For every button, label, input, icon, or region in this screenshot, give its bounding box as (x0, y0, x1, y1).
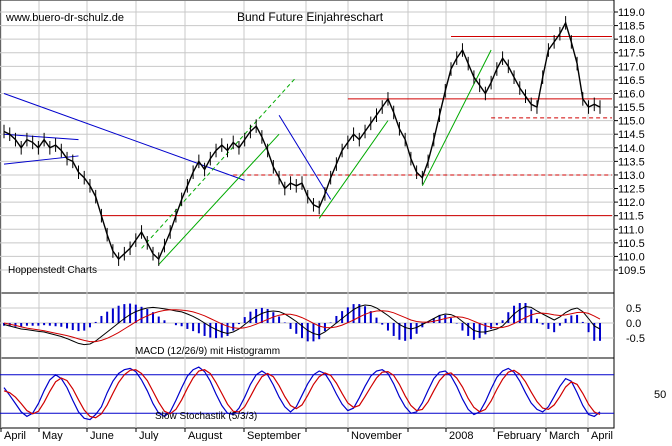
uptrend-line-2 (318, 120, 389, 219)
stochastic-tick-label: 50 (654, 389, 666, 401)
channel-lower-line (158, 133, 280, 265)
x-tick-label: June (90, 430, 114, 441)
uptrend-line-3 (421, 49, 492, 187)
y-tick-label: 111.0 (618, 224, 644, 236)
triangle-upper-line (3, 133, 79, 141)
x-tick-label: February (497, 430, 542, 441)
y-tick-label: 117.5 (618, 48, 645, 60)
x-tick-labels: April May June July August September November 2… (0, 428, 613, 442)
x-tick-label: April (4, 430, 26, 441)
macd-series (3, 303, 601, 346)
y-tick-label: 113.5 (618, 156, 645, 168)
x-tick-label: 2008 (449, 430, 473, 441)
y-tick-label: 110.5 (618, 238, 645, 250)
y-tick-label: 112.5 (618, 184, 645, 196)
chart-title: Bund Future Einjahreschart (237, 10, 384, 24)
trend-lines (3, 49, 492, 265)
macd-label: MACD (12/26/9) mit Histogramm (135, 346, 280, 357)
macd-tick-label: 0.5 (626, 303, 641, 315)
y-tick-label: 119.0 (618, 7, 645, 19)
y-tick-label: 109.5 (618, 265, 646, 277)
y-tick-label: 116.5 (618, 75, 645, 87)
x-tick-label: March (549, 430, 580, 441)
short-downtrend-line (278, 114, 332, 200)
macd-line (3, 304, 601, 346)
x-tick-label: August (188, 430, 222, 441)
y-tick-label: 111.5 (618, 211, 644, 223)
x-tick-label: July (139, 430, 159, 441)
stochastic-d-line (3, 369, 601, 419)
y-tick-label: 110.0 (618, 251, 645, 263)
y-tick-label: 116.0 (618, 88, 645, 100)
y-tick-label: 113.0 (618, 170, 645, 182)
price-series (3, 16, 601, 266)
x-tick-label: November (351, 430, 402, 441)
vertical-gridlines (0, 1, 589, 428)
macd-tick-label: 0.0 (626, 318, 641, 330)
stochastic-k-line (3, 366, 601, 421)
signal-line (3, 309, 601, 343)
channel-upper-line (141, 76, 297, 249)
x-tick-label: May (42, 430, 63, 441)
y-tick-label: 118.5 (618, 21, 645, 33)
y-tick-label: 117.0 (618, 61, 645, 73)
y-tick-label: 114.5 (618, 129, 645, 141)
site-label: www.buero-dr-schulz.de (5, 12, 124, 24)
stochastic-series (3, 366, 601, 421)
source-label: Hoppenstedt Charts (8, 265, 97, 276)
macd-tick-label: -0.5 (626, 333, 645, 345)
stochastic-label: Slow Stochastik (5/3/3) (155, 411, 257, 422)
y-tick-label: 115.0 (618, 116, 645, 128)
y-tick-label: 114.0 (618, 143, 645, 155)
y-tick-label: 115.5 (618, 102, 645, 114)
y-tick-label: 112.0 (618, 197, 645, 209)
x-tick-label: September (247, 430, 301, 441)
y-tick-label: 118.0 (618, 34, 645, 46)
x-tick-label: April (591, 430, 613, 441)
